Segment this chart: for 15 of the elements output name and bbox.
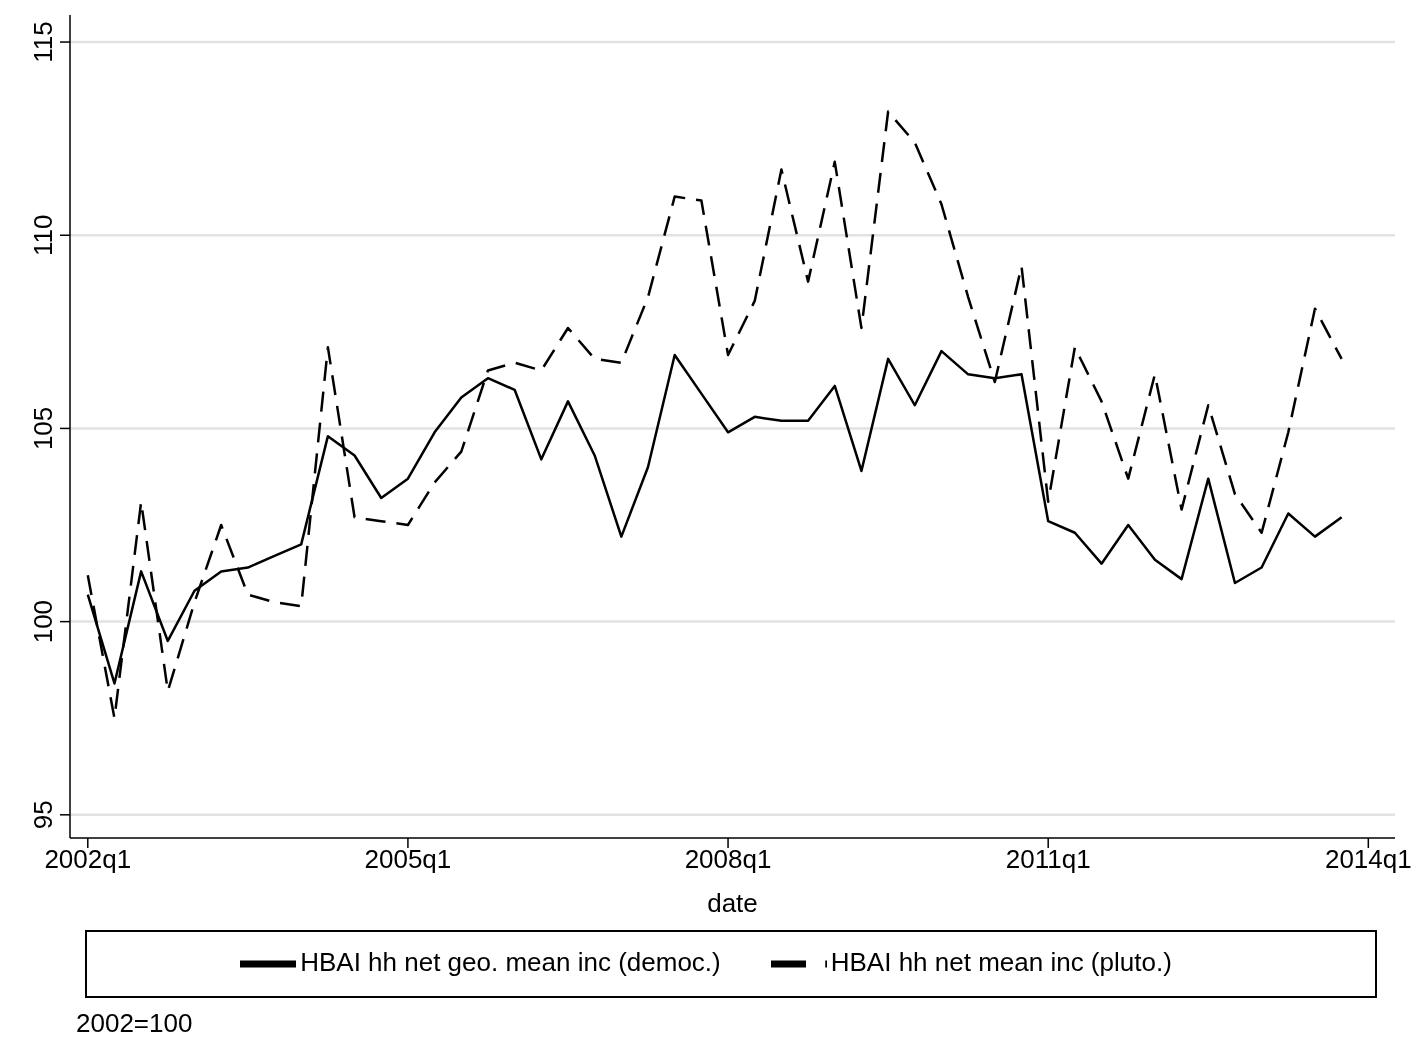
x-tick-label: 2011q1 xyxy=(1005,844,1091,875)
y-tick-label: 100 xyxy=(28,599,58,644)
y-tick-label: 110 xyxy=(28,214,58,256)
legend-label: HBAI hh net geo. mean inc (democ.) xyxy=(300,946,721,977)
x-tick-label: 2002q1 xyxy=(44,844,132,875)
y-tick-label: 95 xyxy=(28,800,58,830)
x-tick-label: 2005q1 xyxy=(364,844,452,875)
legend-label: HBAI hh net mean inc (pluto.) xyxy=(830,946,1172,977)
y-tick-label: 115 xyxy=(28,21,58,63)
y-tick-label: 105 xyxy=(28,406,58,451)
x-tick-label: 2008q1 xyxy=(684,844,772,875)
x-axis-title: date xyxy=(707,888,758,918)
line-series xyxy=(86,110,1343,720)
text: 2002=100 xyxy=(76,1008,194,1039)
x-tick-label: 2014q1 xyxy=(1324,844,1412,875)
